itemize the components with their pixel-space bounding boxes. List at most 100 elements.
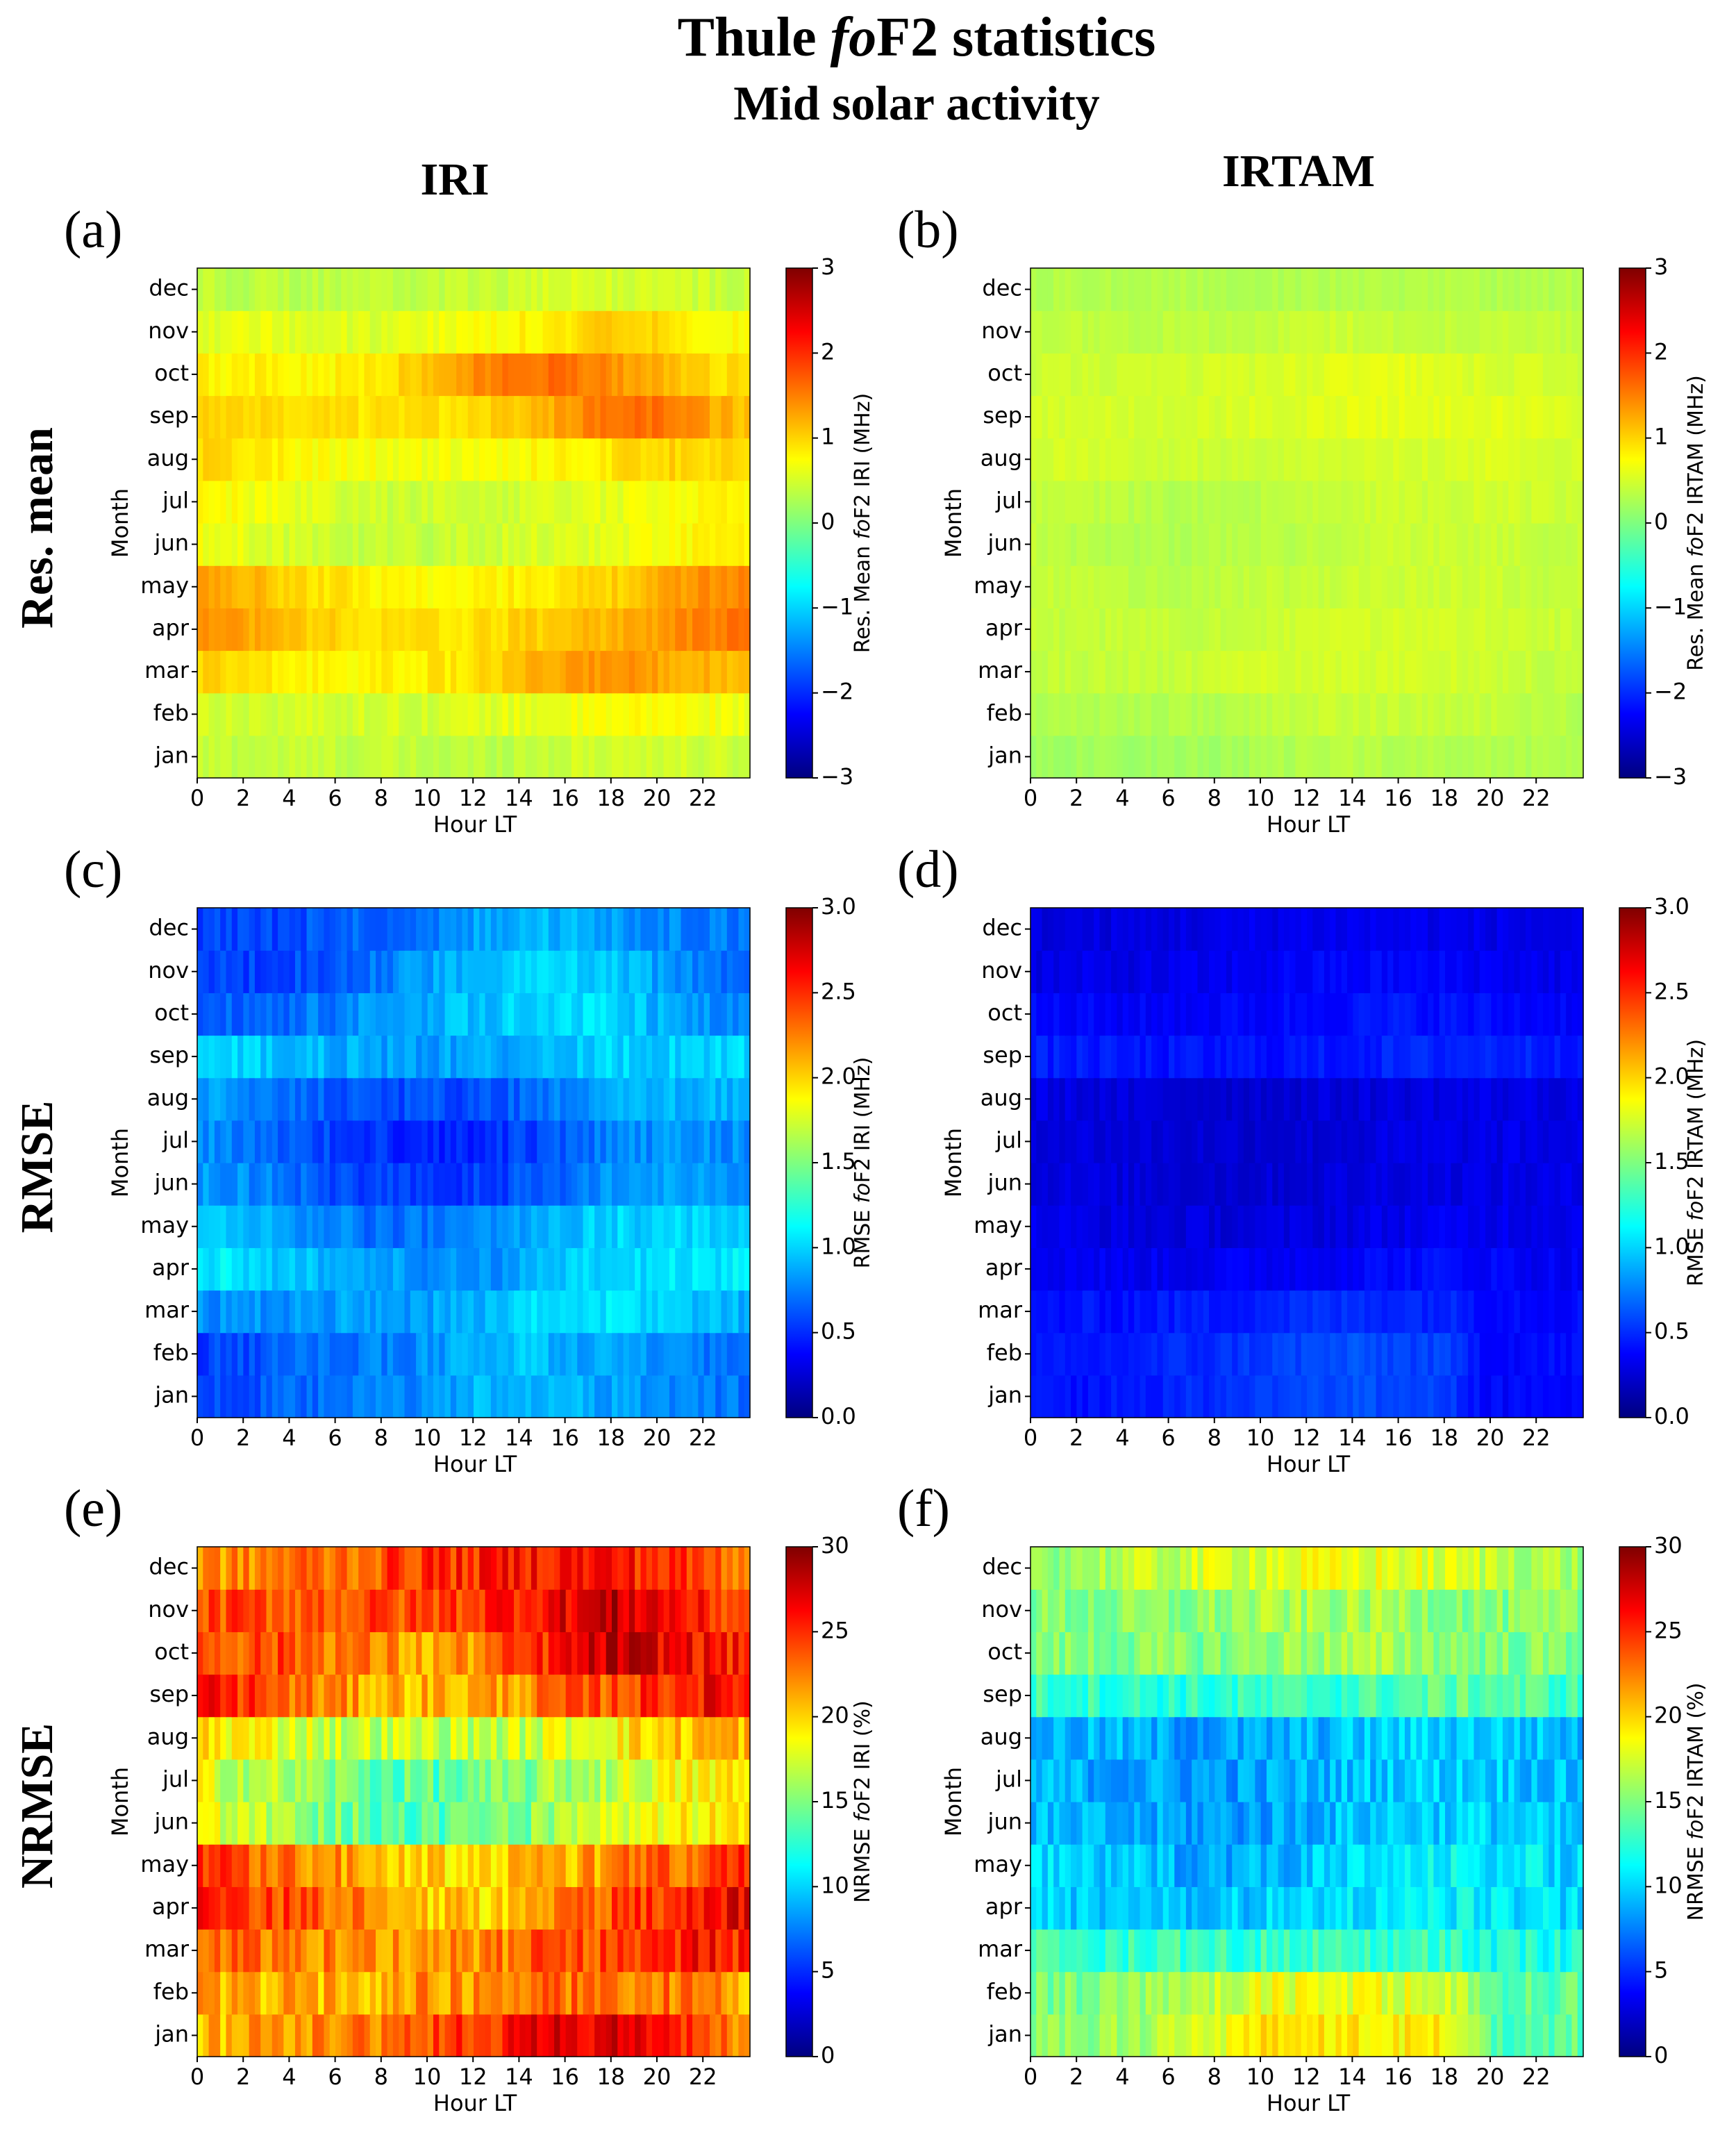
heatmap-cell: [525, 1120, 532, 1163]
heatmap-cell: [1059, 268, 1066, 311]
heatmap-cell: [537, 2014, 544, 2057]
heatmap-cell: [1076, 1290, 1083, 1334]
heatmap-cell: [479, 993, 486, 1036]
heatmap-cell: [1549, 950, 1555, 993]
heatmap-cell: [1335, 523, 1342, 566]
heatmap-cell: [1094, 438, 1101, 481]
heatmap-cell: [703, 1035, 710, 1079]
heatmap-cell: [1485, 1290, 1492, 1334]
heatmap-cell: [663, 1247, 670, 1291]
heatmap-cell: [1318, 1205, 1325, 1248]
heatmap-cell: [220, 1205, 227, 1248]
heatmap-cell: [1157, 1077, 1164, 1121]
heatmap-cell: [537, 1205, 544, 1248]
heatmap-cell: [1531, 1035, 1538, 1079]
heatmap-cell: [381, 565, 388, 608]
heatmap-cell: [1537, 1120, 1544, 1163]
heatmap-cell: [606, 438, 612, 481]
heatmap-cell: [220, 1120, 227, 1163]
heatmap-cell: [1468, 1077, 1475, 1121]
heatmap-cell: [1571, 310, 1578, 354]
heatmap-cell: [1220, 438, 1227, 481]
heatmap-cell: [410, 523, 417, 566]
heatmap-cell: [1577, 438, 1584, 481]
heatmap-cell: [1479, 993, 1486, 1036]
heatmap-cell: [1134, 735, 1141, 779]
panel-b: (b)janfebmaraprmayjunjulaugsepoctnovdec0…: [897, 201, 1708, 838]
heatmap-cell: [519, 438, 526, 481]
row-header-rmse: RMSE: [12, 1101, 62, 1234]
heatmap-cell: [369, 480, 376, 524]
heatmap-cell: [1094, 1077, 1101, 1121]
heatmap-cell: [565, 950, 572, 993]
heatmap-cell: [1399, 1077, 1405, 1121]
y-tick-label-jul: jul: [162, 1127, 189, 1153]
heatmap-cell: [1082, 353, 1089, 397]
heatmap-cell: [583, 908, 590, 951]
heatmap-cell: [514, 993, 520, 1036]
heatmap-cell: [1502, 993, 1509, 1036]
heatmap-cell: [1209, 1035, 1215, 1079]
heatmap-cell: [715, 310, 722, 354]
heatmap-cell: [1370, 1163, 1377, 1206]
heatmap-cell: [208, 692, 215, 736]
heatmap-cell: [1283, 523, 1290, 566]
heatmap-cell: [1514, 1332, 1521, 1376]
figure-title: Thule foF2 statistics: [678, 7, 1156, 68]
heatmap-cell: [1347, 735, 1353, 779]
heatmap-cell: [1215, 1247, 1221, 1291]
heatmap-cell: [283, 1077, 290, 1121]
heatmap-cell: [514, 480, 520, 524]
heatmap-cell: [721, 1375, 728, 1418]
y-tick-label-may: may: [140, 1212, 189, 1238]
heatmap-cell: [1428, 480, 1435, 524]
heatmap-cell: [479, 523, 486, 566]
heatmap-cell: [1347, 608, 1353, 651]
heatmap-cell: [1549, 1163, 1555, 1206]
heatmap-cell: [1566, 395, 1573, 439]
heatmap-cell: [542, 1163, 549, 1206]
heatmap-cell: [214, 565, 221, 608]
heatmap-cell: [1082, 1035, 1089, 1079]
heatmap-cell: [583, 735, 590, 779]
heatmap-cell: [652, 608, 658, 651]
heatmap-cell: [681, 1290, 687, 1334]
heatmap-cell: [1197, 1290, 1204, 1334]
heatmap-cell: [1209, 1332, 1215, 1376]
x-tick-label: 18: [1430, 1425, 1458, 1451]
heatmap-cell: [1065, 1205, 1071, 1248]
heatmap-cell: [1341, 1375, 1348, 1418]
heatmap-cell: [1571, 993, 1578, 1036]
heatmap-cell: [1192, 353, 1199, 397]
heatmap-cell: [249, 1077, 256, 1121]
heatmap-cell: [341, 692, 348, 736]
heatmap-cell: [658, 608, 665, 651]
heatmap-cell: [1399, 1290, 1405, 1334]
heatmap-cell: [1549, 1332, 1555, 1376]
heatmap-cell: [698, 993, 705, 1036]
heatmap-cell: [1324, 395, 1330, 439]
heatmap-cell: [1134, 395, 1141, 439]
heatmap-cell: [1192, 1120, 1199, 1163]
heatmap-cell: [1542, 1120, 1549, 1163]
heatmap-cell: [197, 310, 203, 354]
heatmap-cell: [1255, 1035, 1262, 1079]
heatmap-cell: [1042, 692, 1049, 736]
heatmap-cell: [537, 480, 544, 524]
heatmap-cell: [1117, 950, 1124, 993]
heatmap-cell: [381, 353, 388, 397]
heatmap-cell: [1290, 1035, 1296, 1079]
heatmap-cell: [1030, 993, 1037, 1036]
heatmap-cell: [1416, 650, 1423, 694]
heatmap-cell: [617, 993, 624, 1036]
heatmap-cell: [1145, 950, 1152, 993]
heatmap-cell: [352, 650, 359, 694]
heatmap-cell: [301, 735, 308, 779]
heatmap-cell: [1370, 908, 1377, 951]
heatmap-cell: [525, 735, 532, 779]
heatmap-cell: [1185, 395, 1192, 439]
heatmap-cell: [1479, 395, 1486, 439]
heatmap-cell: [1111, 950, 1117, 993]
heatmap-cell: [1047, 650, 1054, 694]
heatmap-cell: [231, 1077, 238, 1121]
